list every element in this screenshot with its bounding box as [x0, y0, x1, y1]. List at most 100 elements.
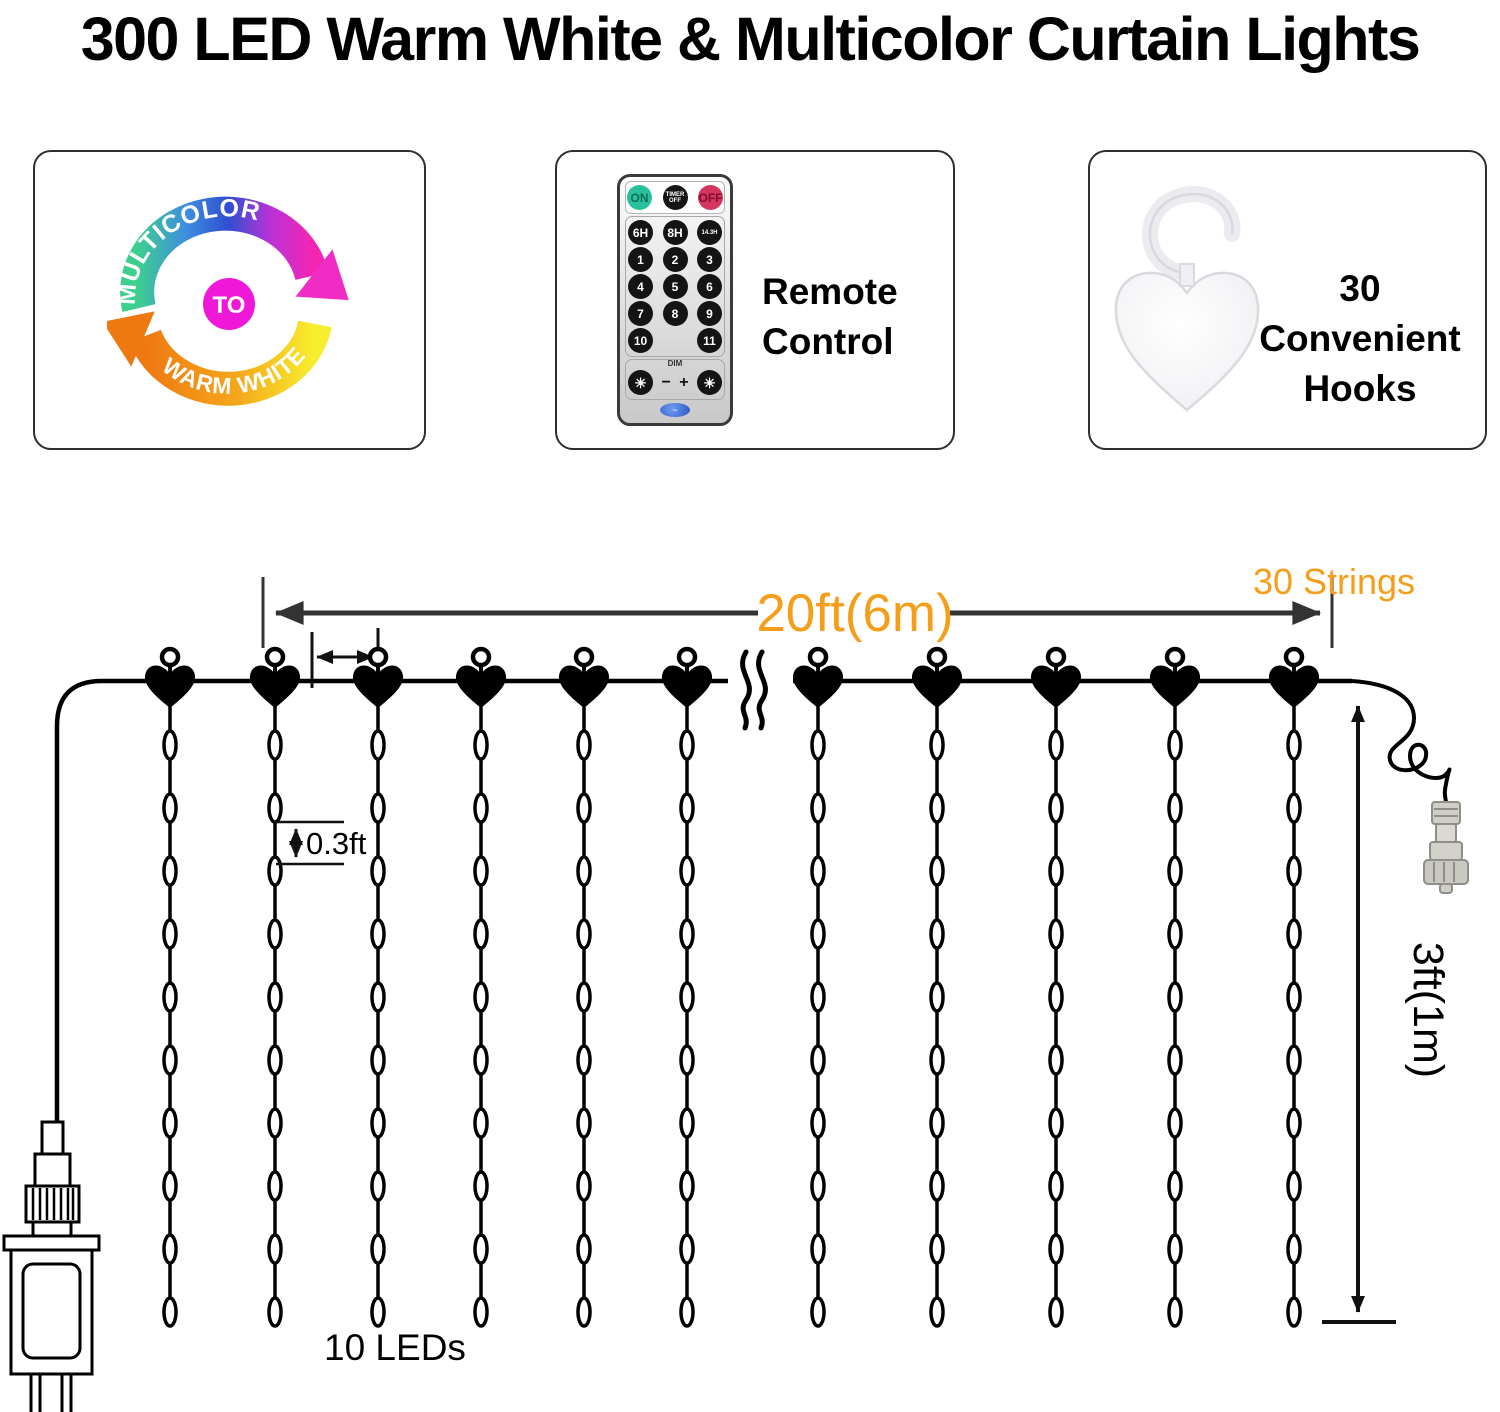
- power-wire-left: [54, 678, 728, 1122]
- remote-button-4: 4: [628, 274, 653, 299]
- led-bulb: [576, 1044, 592, 1076]
- led-bulb: [162, 1233, 178, 1265]
- led-bulb: [1286, 792, 1302, 824]
- led-bulb: [576, 792, 592, 824]
- led-bulb: [576, 1170, 592, 1202]
- led-bulb: [267, 855, 283, 887]
- led-bulb: [1286, 981, 1302, 1013]
- led-bulb: [267, 1044, 283, 1076]
- led-bulb: [929, 1170, 945, 1202]
- heart-clip: [249, 665, 301, 708]
- hook-ring: [1283, 646, 1305, 668]
- remote-button-on: ON: [627, 185, 652, 210]
- led-bulb: [929, 981, 945, 1013]
- led-bulb: [473, 729, 489, 761]
- multicolor-arrowhead: [295, 249, 349, 301]
- dim-label: DIM: [667, 359, 683, 368]
- remote-button-11: 11: [697, 328, 722, 353]
- remote-button-6: 6: [697, 274, 722, 299]
- hook-ring: [159, 646, 181, 668]
- connector-wire-curl: [1351, 679, 1452, 803]
- remote-button-14-3h: 14.3H: [697, 220, 722, 245]
- brightness-down-icon: ☀: [628, 370, 653, 395]
- hook-ring: [1164, 646, 1186, 668]
- led-bulb: [1286, 729, 1302, 761]
- led-bulb: [576, 981, 592, 1013]
- remote-button-8: 8: [662, 301, 688, 326]
- remote-button-9: 9: [697, 301, 722, 326]
- remote-buttons: 6H 8H 14.3H 1 2 3 4 5 6 7 8 9 10 11: [625, 216, 725, 357]
- led-bulb: [810, 1107, 826, 1139]
- led-bulb: [267, 1170, 283, 1202]
- hook-ring: [1045, 646, 1067, 668]
- hook-ring: [676, 646, 698, 668]
- heart-clip: [1268, 665, 1320, 708]
- heart-clip: [661, 665, 713, 708]
- led-bulb: [1048, 1107, 1064, 1139]
- led-bulb: [929, 918, 945, 950]
- led-bulb: [576, 1296, 592, 1328]
- led-bulb: [1048, 1233, 1064, 1265]
- page-title: 300 LED Warm White & Multicolor Curtain …: [80, 5, 1421, 73]
- wire-break-mark: [756, 649, 768, 731]
- led-bulb: [473, 1107, 489, 1139]
- remote-caption: Remote Control: [762, 271, 898, 362]
- led-bulb: [473, 792, 489, 824]
- led-bulb: [1048, 918, 1064, 950]
- led-bulb: [810, 981, 826, 1013]
- led-bulb: [1048, 1170, 1064, 1202]
- led-bulb: [267, 1233, 283, 1265]
- led-bulb: [1167, 792, 1183, 824]
- led-bulb: [810, 918, 826, 950]
- led-bulb: [1167, 981, 1183, 1013]
- led-bulb: [473, 1170, 489, 1202]
- led-bulb: [1048, 855, 1064, 887]
- led-bulb: [929, 729, 945, 761]
- plug-ribs: [31, 1188, 75, 1220]
- led-bulb: [1286, 1170, 1302, 1202]
- led-bulb: [370, 792, 386, 824]
- heart-clip: [455, 665, 507, 708]
- led-bulb: [810, 1044, 826, 1076]
- remote-button-8h: 8H: [662, 220, 688, 245]
- led-bulb: [679, 1170, 695, 1202]
- brand-logo: ~: [660, 403, 690, 417]
- led-strings: [144, 646, 1320, 1328]
- led-bulb: [1286, 1107, 1302, 1139]
- remote-button-off: OFF: [698, 185, 723, 210]
- led-bulb: [1167, 1107, 1183, 1139]
- led-bulb: [1048, 792, 1064, 824]
- hook-ring: [573, 646, 595, 668]
- warmwhite-arrow: [129, 320, 332, 406]
- led-bulb: [370, 729, 386, 761]
- led-bulb: [1048, 729, 1064, 761]
- plug-prong: [29, 1372, 42, 1412]
- heart-clip: [558, 665, 610, 708]
- hook-ring: [367, 646, 389, 668]
- to-label: TO: [213, 292, 246, 319]
- multicolor-arrow: [120, 196, 329, 312]
- plug-prong: [60, 1372, 73, 1412]
- led-bulb: [267, 729, 283, 761]
- hook-ring: [926, 646, 948, 668]
- led-bulb: [162, 918, 178, 950]
- led-bulb: [1167, 918, 1183, 950]
- led-bulb: [929, 1107, 945, 1139]
- remote-button-3: 3: [697, 247, 722, 272]
- led-bulb: [267, 1107, 283, 1139]
- led-bulb: [1286, 1296, 1302, 1328]
- wire-break-mark: [740, 649, 752, 731]
- led-bulb: [929, 1296, 945, 1328]
- remote-button-5: 5: [662, 274, 688, 299]
- led-bulb: [576, 1233, 592, 1265]
- heart-hook-image: [1114, 186, 1260, 412]
- led-bulb: [1167, 855, 1183, 887]
- led-bulb: [473, 1233, 489, 1265]
- led-bulb: [1048, 1296, 1064, 1328]
- led-bulb: [370, 855, 386, 887]
- remote-control-image: ON TIMER OFF OFF 6H 8H 14.3H 1 2 3 4 5 6 7 8 9 10 11 DI…: [617, 174, 733, 426]
- led-bulb: [370, 981, 386, 1013]
- plug-panel: [21, 1262, 82, 1360]
- led-bulb: [267, 918, 283, 950]
